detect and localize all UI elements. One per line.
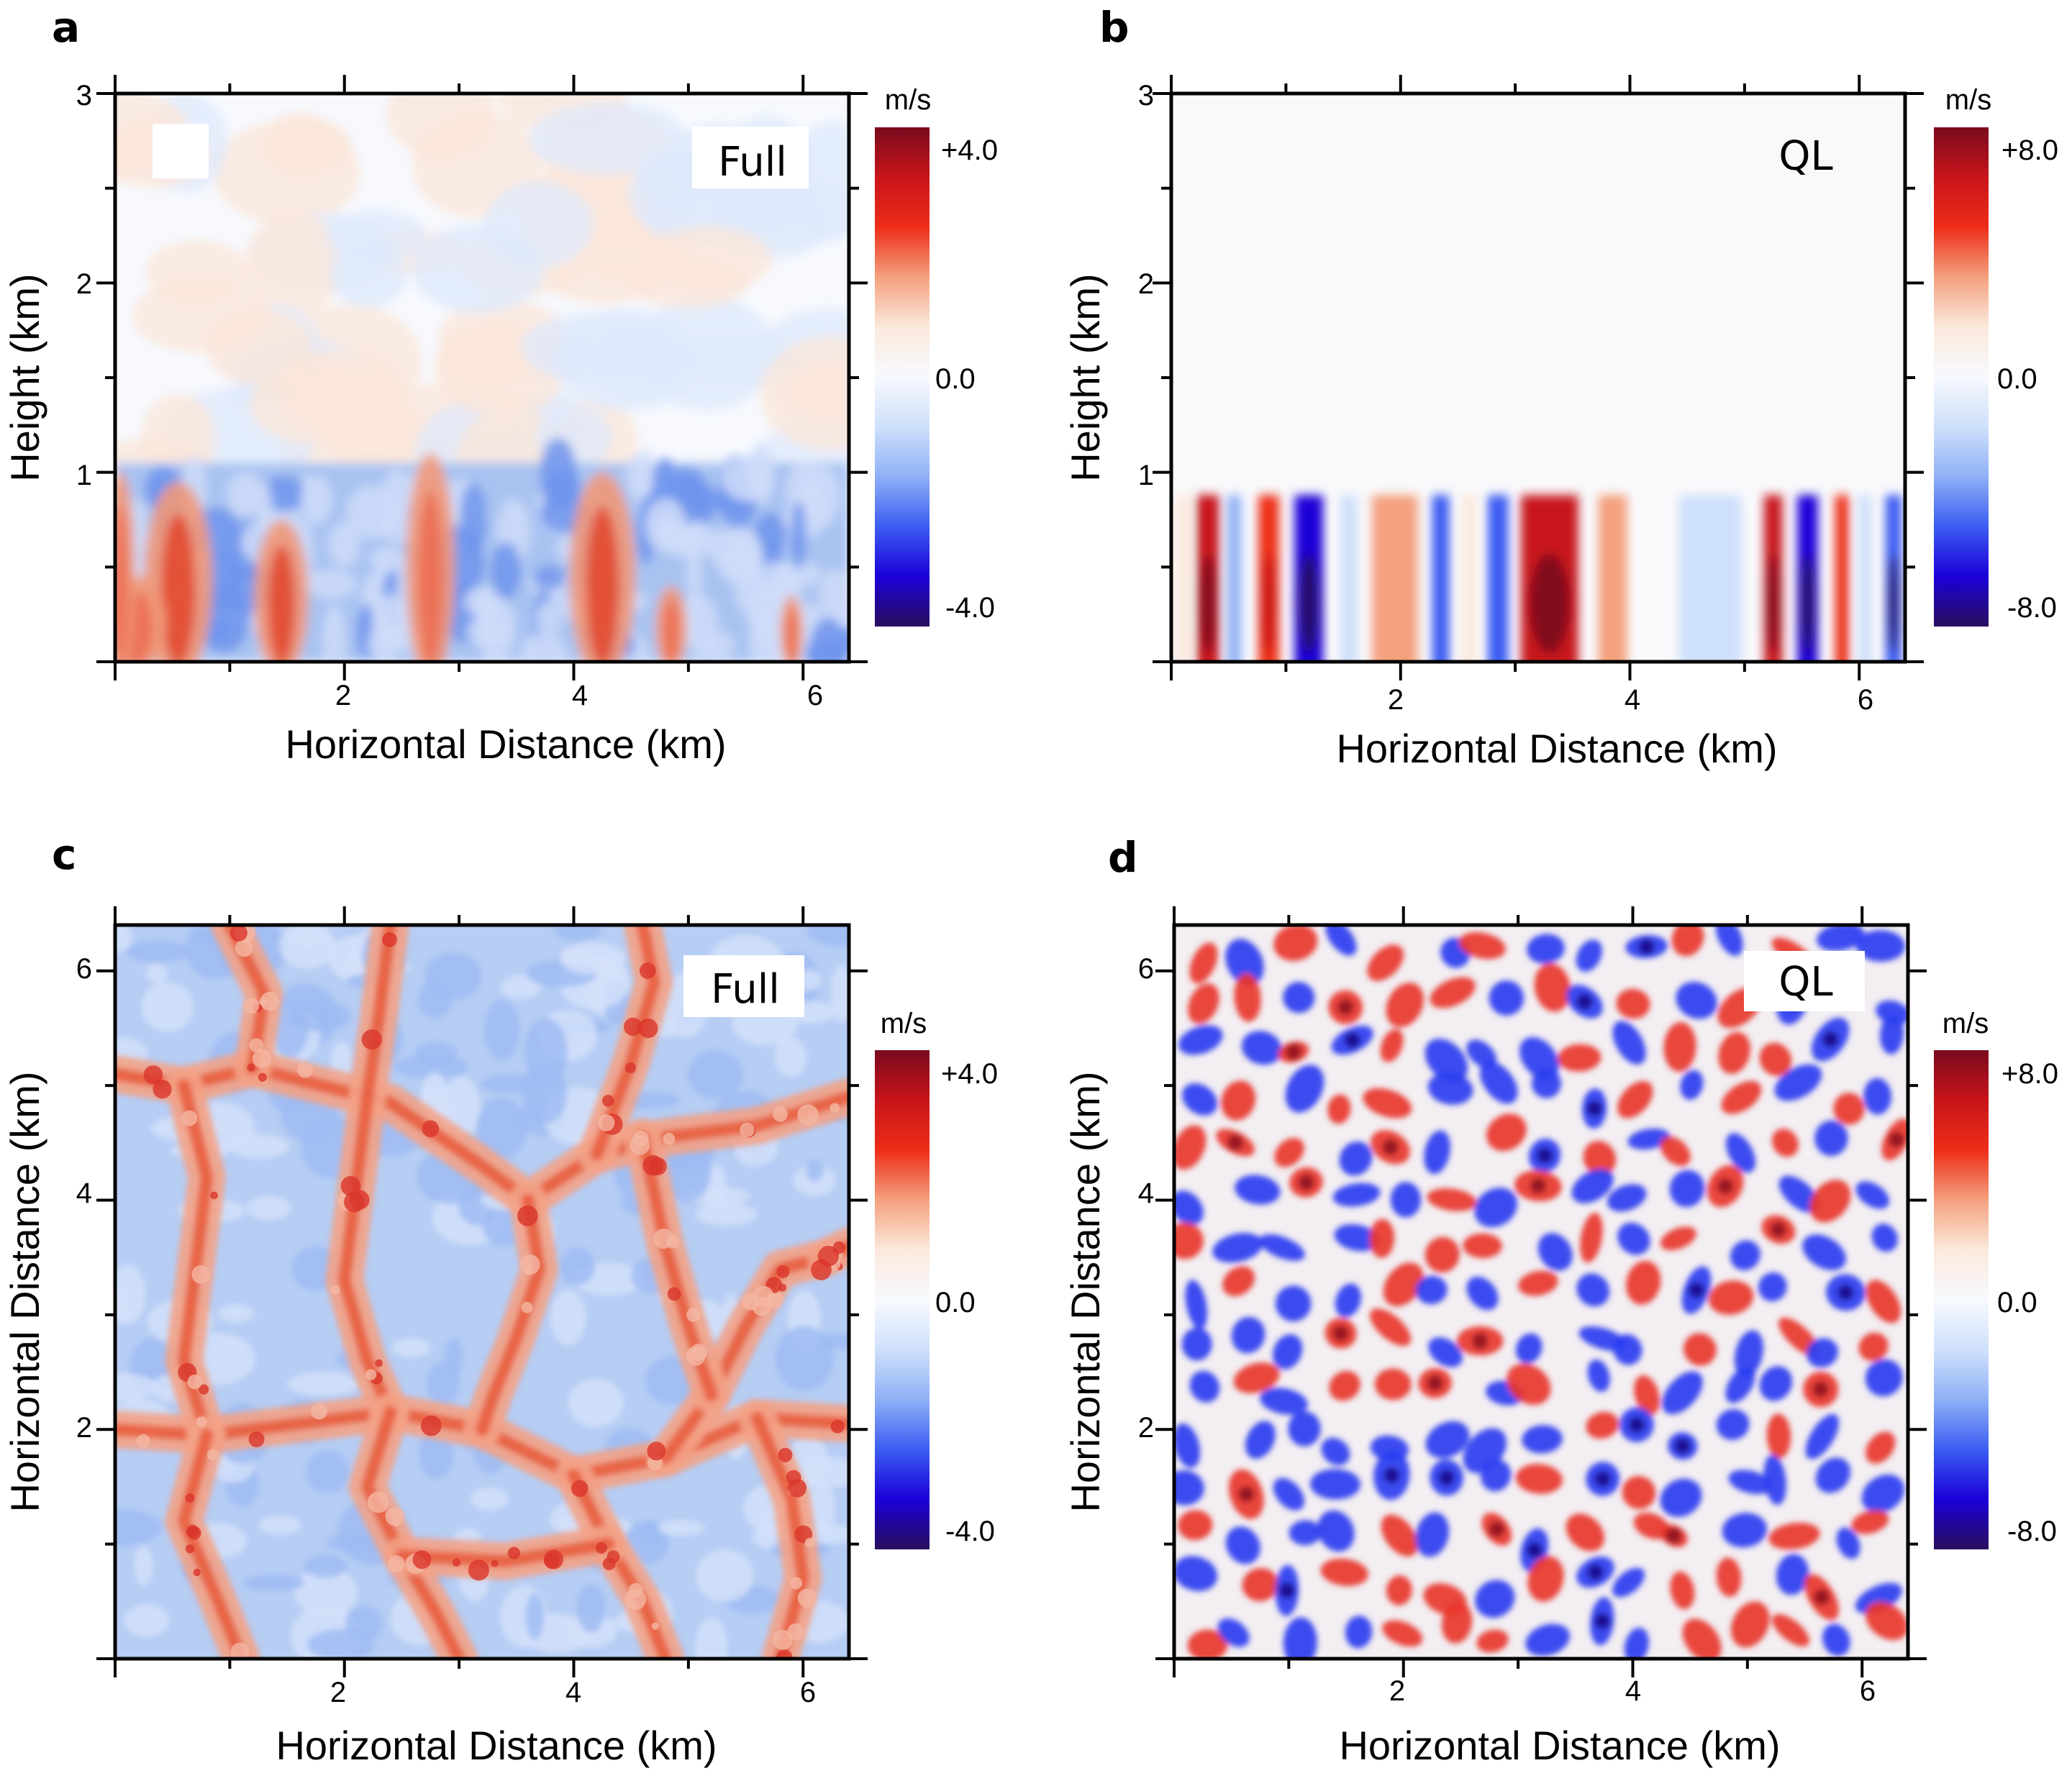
y-tick-label: 2 [1138,268,1154,300]
panel-tag: Full [718,139,787,186]
tag-box [153,124,209,178]
x-axis-label: Horizontal Distance (km) [1336,726,1777,771]
y-tick-label: 1 [1138,460,1154,491]
axis-ticks [96,906,868,1677]
axis-ticks [1155,906,1927,1677]
panel-letter: b [1099,3,1130,52]
x-axis-label: Horizontal Distance (km) [285,721,726,767]
y-tick-label: 4 [1138,1178,1154,1209]
y-axis-label: Height (km) [1063,273,1108,481]
panel-c: c Full 2 4 6 2 4 6 Horizontal Distance (… [2,830,998,1768]
panel-letter: c [52,830,76,879]
colorbar-min-label: -4.0 [945,1516,995,1547]
x-tick-label: 2 [1388,684,1404,716]
y-axis-label: Horizontal Distance (km) [1063,1071,1108,1512]
panel-tag: QL [1778,133,1832,180]
panel-b: b QL 2 4 6 1 2 3 Horizontal Distance (km… [1063,3,2058,771]
colorbar-max-label: +8.0 [2001,1058,2058,1090]
x-tick-label: 4 [1625,684,1640,716]
colorbar [1934,1050,1989,1549]
x-tick-label: 6 [1858,684,1873,716]
colorbar-max-label: +8.0 [2001,135,2058,166]
y-tick-label: 2 [1138,1412,1154,1444]
panel-letter: a [52,3,80,52]
colorbar-mid-label: 0.0 [935,1287,976,1318]
colorbar-mid-label: 0.0 [1997,363,2037,395]
y-tick-label: 6 [76,953,92,985]
x-tick-label: 6 [1860,1675,1876,1707]
tag-box [692,127,809,188]
colorbar-min-label: -8.0 [2007,592,2057,624]
colorbar-max-label: +4.0 [941,1058,998,1090]
plot-frame [1172,923,1910,1661]
axis-ticks [1153,75,1924,680]
panel-letter: d [1108,833,1138,882]
colorbar-unit: m/s [881,1008,927,1039]
colorbar [1934,127,1989,627]
y-tick-label: 2 [76,1412,92,1444]
x-tick-label: 6 [807,680,823,711]
axis-ticks [96,75,868,680]
x-axis-label: Horizontal Distance (km) [276,1723,717,1768]
tag-box [1744,951,1865,1011]
tag-box [683,955,804,1017]
colorbar-unit: m/s [885,84,931,116]
colorbar-min-label: -4.0 [945,592,995,624]
y-tick-label: 2 [76,268,92,300]
y-tick-label: 4 [76,1178,92,1209]
panel-d: d QL 2 4 6 2 4 6 Horizontal Distance (km… [1063,833,2058,1768]
x-tick-label: 4 [572,680,588,711]
heatmap-field [115,94,849,662]
x-tick-label: 2 [330,1677,346,1708]
colorbar-mid-label: 0.0 [1997,1287,2037,1318]
y-axis-label: Horizontal Distance (km) [2,1071,47,1512]
colorbar-mid-label: 0.0 [935,363,976,395]
colorbar-min-label: -8.0 [2007,1516,2057,1547]
x-tick-label: 6 [800,1677,816,1708]
x-tick-label: 2 [1389,1675,1405,1707]
heatmap-field [1174,925,1908,1659]
x-tick-label: 4 [1625,1675,1641,1707]
heatmap-field [1176,495,1902,662]
x-tick-label: 4 [565,1677,581,1708]
x-tick-label: 2 [335,680,351,711]
y-tick-label: 6 [1138,953,1154,985]
heatmap-field [115,925,849,1659]
y-tick-label: 1 [76,460,92,491]
colorbar-unit: m/s [1942,1008,1989,1039]
y-axis-label: Height (km) [2,273,47,481]
colorbar-max-label: +4.0 [941,135,998,166]
y-tick-label: 3 [76,80,92,111]
panel-tag: Full [711,966,780,1013]
x-axis-label: Horizontal Distance (km) [1339,1723,1780,1768]
panel-a: a Full 2 4 6 1 2 3 Horizontal Distance (… [2,3,998,767]
colorbar-unit: m/s [1945,84,1991,116]
y-tick-label: 3 [1138,80,1154,111]
colorbar [875,1050,930,1549]
colorbar [875,127,930,627]
panel-tag: QL [1778,959,1832,1006]
plot-frame [113,923,851,1661]
